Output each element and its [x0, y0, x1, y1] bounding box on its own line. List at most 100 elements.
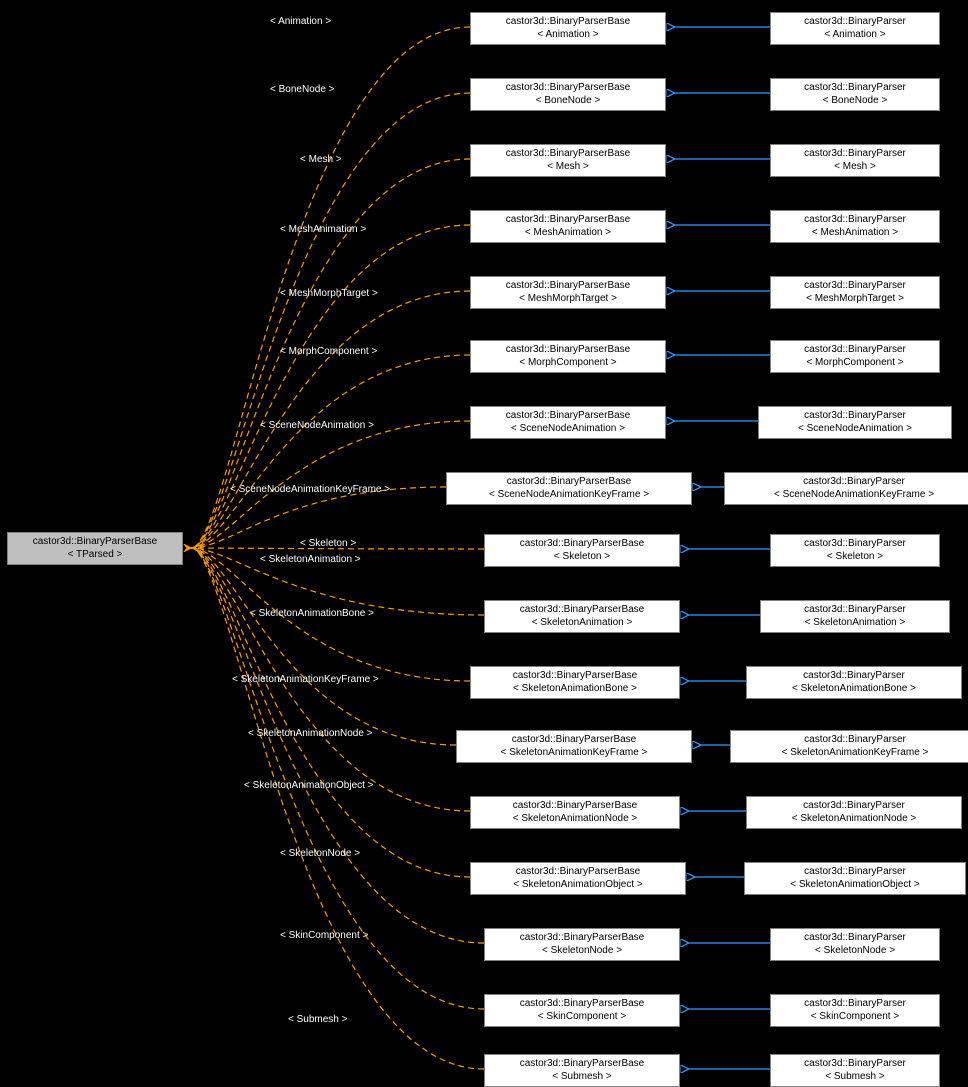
parser-node-Animation[interactable]: castor3d::BinaryParser< Animation >	[770, 12, 940, 45]
parser-line2: < Submesh >	[825, 1071, 884, 1082]
edge-label: < SkeletonAnimationKeyFrame >	[232, 674, 379, 685]
base-line1: castor3d::BinaryParserBase	[516, 866, 641, 877]
base-node-Animation[interactable]: castor3d::BinaryParserBase< Animation >	[470, 12, 666, 45]
parser-line2: < SkeletonAnimation >	[805, 617, 906, 628]
edge-label: < Animation >	[270, 16, 331, 27]
base-line2: < SkeletonAnimationNode >	[513, 813, 638, 824]
parser-line1: castor3d::BinaryParser	[804, 734, 906, 745]
root-line1: castor3d::BinaryParserBase	[33, 536, 158, 547]
parser-node-BoneNode[interactable]: castor3d::BinaryParser< BoneNode >	[770, 78, 940, 111]
parser-line1: castor3d::BinaryParser	[804, 344, 906, 355]
parser-node-SkinComponent[interactable]: castor3d::BinaryParser< SkinComponent >	[770, 994, 940, 1027]
base-line1: castor3d::BinaryParserBase	[506, 148, 631, 159]
parser-node-Mesh[interactable]: castor3d::BinaryParser< Mesh >	[770, 144, 940, 177]
parser-line2: < MeshMorphTarget >	[806, 293, 904, 304]
base-node-SkeletonAnimationObject[interactable]: castor3d::BinaryParserBase< SkeletonAnim…	[470, 862, 686, 895]
parser-line1: castor3d::BinaryParser	[804, 1058, 906, 1069]
parser-line2: < SkeletonAnimationNode >	[792, 813, 917, 824]
base-line2: < SceneNodeAnimationKeyFrame >	[489, 489, 649, 500]
base-node-MorphComponent[interactable]: castor3d::BinaryParserBase< MorphCompone…	[470, 340, 666, 373]
base-line1: castor3d::BinaryParserBase	[520, 1058, 645, 1069]
parser-line1: castor3d::BinaryParser	[804, 214, 906, 225]
base-line1: castor3d::BinaryParserBase	[513, 800, 638, 811]
parser-line1: castor3d::BinaryParser	[803, 476, 905, 487]
parser-node-MeshMorphTarget[interactable]: castor3d::BinaryParser< MeshMorphTarget …	[770, 276, 940, 309]
parser-line1: castor3d::BinaryParser	[804, 998, 906, 1009]
edge-label: < SkeletonAnimationBone >	[250, 608, 374, 619]
edge-label: < SkeletonNode >	[280, 848, 360, 859]
parser-node-Submesh[interactable]: castor3d::BinaryParser< Submesh >	[770, 1054, 940, 1087]
base-line2: < SkinComponent >	[538, 1011, 626, 1022]
parser-line1: castor3d::BinaryParser	[804, 82, 906, 93]
parser-node-Skeleton[interactable]: castor3d::BinaryParser< Skeleton >	[770, 534, 940, 567]
root-node[interactable]: castor3d::BinaryParserBase < TParsed >	[7, 532, 183, 565]
parser-line2: < MeshAnimation >	[812, 227, 898, 238]
base-node-MeshMorphTarget[interactable]: castor3d::BinaryParserBase< MeshMorphTar…	[470, 276, 666, 309]
edge-label: < SkeletonAnimationNode >	[248, 728, 373, 739]
edge-label: < Mesh >	[300, 154, 342, 165]
parser-node-SkeletonAnimationObject[interactable]: castor3d::BinaryParser< SkeletonAnimatio…	[744, 862, 966, 895]
base-node-SkeletonAnimation[interactable]: castor3d::BinaryParserBase< SkeletonAnim…	[484, 600, 680, 633]
parser-line2: < MorphComponent >	[806, 357, 903, 368]
base-node-Submesh[interactable]: castor3d::BinaryParserBase< Submesh >	[484, 1054, 680, 1087]
base-line2: < MeshMorphTarget >	[519, 293, 617, 304]
base-line1: castor3d::BinaryParserBase	[506, 410, 631, 421]
edge-label: < MorphComponent >	[280, 346, 377, 357]
base-line2: < SkeletonNode >	[542, 945, 622, 956]
base-line1: castor3d::BinaryParserBase	[507, 476, 632, 487]
base-node-SkinComponent[interactable]: castor3d::BinaryParserBase< SkinComponen…	[484, 994, 680, 1027]
base-line2: < BoneNode >	[536, 95, 601, 106]
base-node-SceneNodeAnimationKeyFrame[interactable]: castor3d::BinaryParserBase< SceneNodeAni…	[446, 472, 692, 505]
base-node-MeshAnimation[interactable]: castor3d::BinaryParserBase< MeshAnimatio…	[470, 210, 666, 243]
edge-label: < BoneNode >	[270, 84, 335, 95]
base-node-SkeletonAnimationBone[interactable]: castor3d::BinaryParserBase< SkeletonAnim…	[470, 666, 680, 699]
parser-node-SkeletonAnimationBone[interactable]: castor3d::BinaryParser< SkeletonAnimatio…	[746, 666, 962, 699]
base-line2: < Skeleton >	[554, 551, 610, 562]
parser-line1: castor3d::BinaryParser	[804, 280, 906, 291]
parser-node-SceneNodeAnimationKeyFrame[interactable]: castor3d::BinaryParser< SceneNodeAnimati…	[724, 472, 968, 505]
base-line2: < SkeletonAnimationKeyFrame >	[501, 747, 648, 758]
base-node-SkeletonNode[interactable]: castor3d::BinaryParserBase< SkeletonNode…	[484, 928, 680, 961]
parser-line1: castor3d::BinaryParser	[804, 604, 906, 615]
base-line1: castor3d::BinaryParserBase	[520, 932, 645, 943]
base-line2: < Animation >	[537, 29, 598, 40]
base-line1: castor3d::BinaryParserBase	[506, 344, 631, 355]
base-node-BoneNode[interactable]: castor3d::BinaryParserBase< BoneNode >	[470, 78, 666, 111]
parser-node-SkeletonAnimationNode[interactable]: castor3d::BinaryParser< SkeletonAnimatio…	[746, 796, 962, 829]
base-line1: castor3d::BinaryParserBase	[506, 16, 631, 27]
parser-line2: < SkinComponent >	[811, 1011, 899, 1022]
base-line2: < SkeletonAnimationBone >	[513, 683, 637, 694]
base-line1: castor3d::BinaryParserBase	[506, 214, 631, 225]
base-node-Skeleton[interactable]: castor3d::BinaryParserBase< Skeleton >	[484, 534, 680, 567]
base-node-Mesh[interactable]: castor3d::BinaryParserBase< Mesh >	[470, 144, 666, 177]
edge-label: < Skeleton >	[300, 538, 356, 549]
base-line1: castor3d::BinaryParserBase	[506, 82, 631, 93]
parser-node-SkeletonNode[interactable]: castor3d::BinaryParser< SkeletonNode >	[770, 928, 940, 961]
parser-line1: castor3d::BinaryParser	[804, 16, 906, 27]
parser-line1: castor3d::BinaryParser	[804, 866, 906, 877]
parser-node-MorphComponent[interactable]: castor3d::BinaryParser< MorphComponent >	[770, 340, 940, 373]
parser-line1: castor3d::BinaryParser	[804, 538, 906, 549]
base-line2: < MorphComponent >	[519, 357, 616, 368]
parser-line2: < SceneNodeAnimation >	[798, 423, 912, 434]
base-line1: castor3d::BinaryParserBase	[513, 670, 638, 681]
parser-line2: < BoneNode >	[823, 95, 888, 106]
base-line1: castor3d::BinaryParserBase	[520, 538, 645, 549]
base-line2: < SkeletonAnimationObject >	[513, 879, 643, 890]
base-line1: castor3d::BinaryParserBase	[506, 280, 631, 291]
parser-node-MeshAnimation[interactable]: castor3d::BinaryParser< MeshAnimation >	[770, 210, 940, 243]
parser-line2: < SkeletonNode >	[815, 945, 895, 956]
base-node-SceneNodeAnimation[interactable]: castor3d::BinaryParserBase< SceneNodeAni…	[470, 406, 666, 439]
parser-node-SkeletonAnimationKeyFrame[interactable]: castor3d::BinaryParser< SkeletonAnimatio…	[730, 730, 968, 763]
parser-line2: < Skeleton >	[827, 551, 883, 562]
base-node-SkeletonAnimationKeyFrame[interactable]: castor3d::BinaryParserBase< SkeletonAnim…	[456, 730, 692, 763]
parser-node-SkeletonAnimation[interactable]: castor3d::BinaryParser< SkeletonAnimatio…	[760, 600, 950, 633]
base-node-SkeletonAnimationNode[interactable]: castor3d::BinaryParserBase< SkeletonAnim…	[470, 796, 680, 829]
parser-line2: < Animation >	[824, 29, 885, 40]
base-line2: < Submesh >	[552, 1071, 611, 1082]
parser-line2: < SceneNodeAnimationKeyFrame >	[774, 489, 934, 500]
parser-line1: castor3d::BinaryParser	[804, 148, 906, 159]
parser-node-SceneNodeAnimation[interactable]: castor3d::BinaryParser< SceneNodeAnimati…	[758, 406, 952, 439]
edge-label: < SkeletonAnimationObject >	[244, 780, 374, 791]
edge-label: < SceneNodeAnimationKeyFrame >	[230, 484, 390, 495]
